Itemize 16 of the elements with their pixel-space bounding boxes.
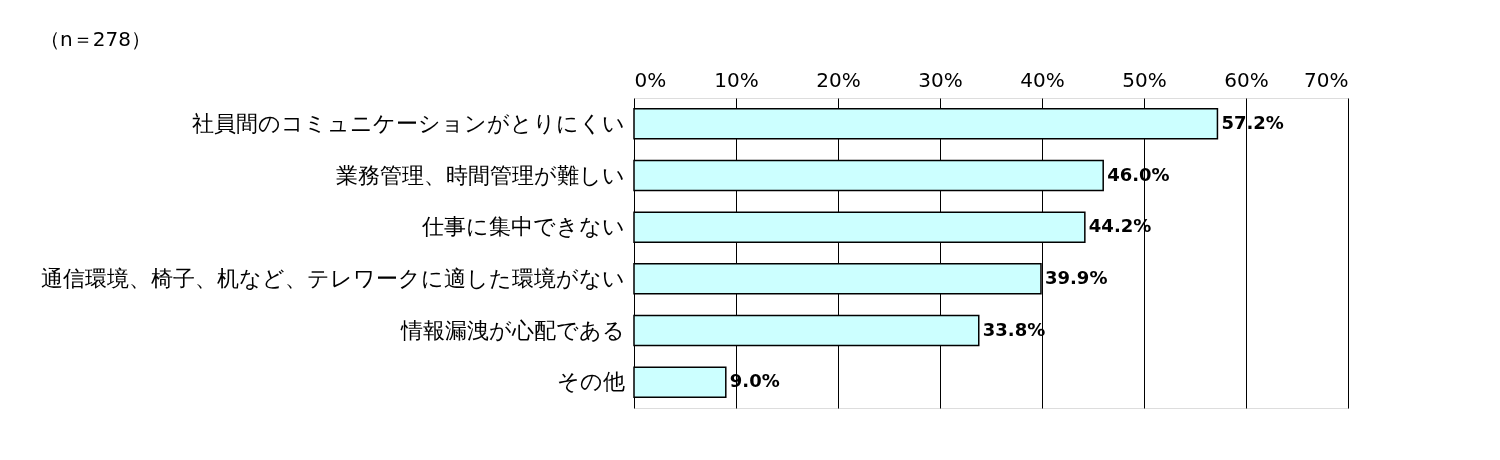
data-label: 39.9% <box>1044 266 1108 288</box>
y-tick-label: その他 <box>556 369 625 395</box>
x-tick-label: 40% <box>1020 67 1065 92</box>
x-tick-label: 70% <box>1304 67 1349 92</box>
x-tick-label: 10% <box>714 67 759 92</box>
text: （n＝278） <box>40 27 151 51</box>
y-tick-label: 通信環境、椅子、机など、テレワークに適した環境がない <box>40 265 625 291</box>
x-tick-label: 60% <box>1224 67 1269 92</box>
y-tick-label: 情報漏洩が心配である <box>399 317 625 343</box>
x-tick-label: 30% <box>918 67 963 92</box>
x-tick-label: 0% <box>634 67 667 92</box>
y-tick-label: 社員間のコミュニケーションがとりにくい <box>191 110 625 136</box>
y-tick-label: 仕事に集中できない <box>420 214 625 240</box>
x-tick-label: 20% <box>816 67 861 92</box>
y-tick-label: 業務管理、時間管理が難しい <box>335 162 625 188</box>
x-tick-label: 50% <box>1122 67 1167 92</box>
